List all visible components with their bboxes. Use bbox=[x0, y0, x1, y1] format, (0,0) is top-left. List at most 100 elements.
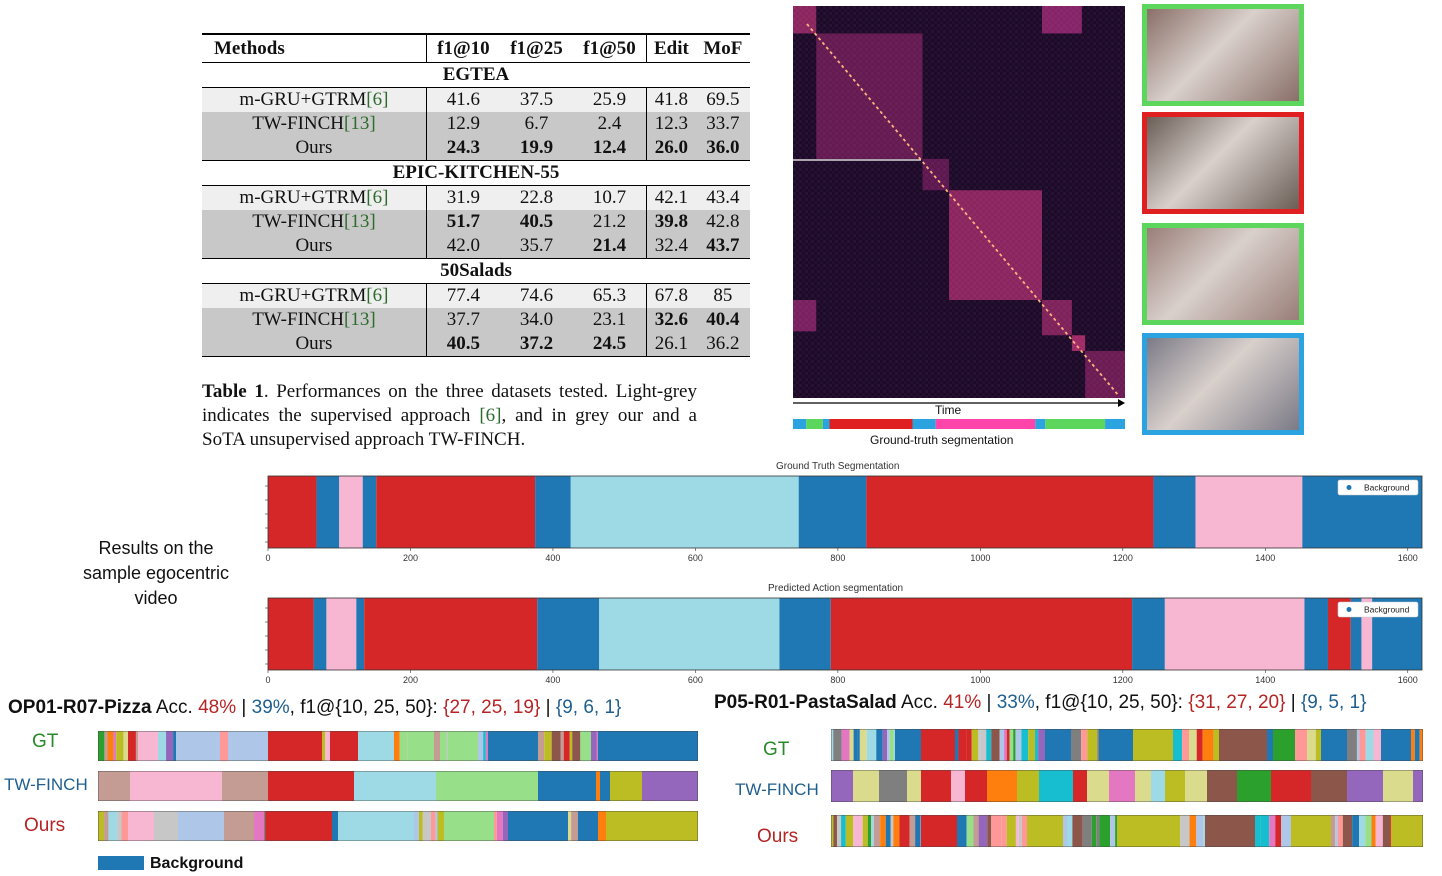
gt-bar-segment bbox=[1035, 419, 1046, 429]
bar-segment bbox=[1196, 815, 1204, 847]
bar-segment bbox=[358, 731, 394, 761]
plot-frame bbox=[267, 597, 1423, 671]
bar-segment bbox=[987, 815, 992, 847]
bar-segment bbox=[596, 771, 600, 801]
bar-segment bbox=[866, 729, 877, 761]
bar-segment bbox=[448, 731, 478, 761]
bar-segment bbox=[116, 731, 124, 761]
gt-segmentation-label: Ground-truth segmentation bbox=[870, 433, 1014, 447]
x-tick-label: 1400 bbox=[1255, 553, 1275, 563]
bar-segment bbox=[108, 811, 118, 841]
bar-segment bbox=[598, 731, 698, 761]
table-cell: 33.7 bbox=[695, 112, 750, 136]
bar-segment bbox=[1006, 729, 1010, 761]
table-cell: 34.0 bbox=[500, 308, 573, 332]
bar-segment bbox=[1356, 729, 1360, 761]
pizza-twfinch-bar bbox=[98, 771, 698, 801]
bar-segment bbox=[98, 731, 105, 761]
plot-segment bbox=[364, 598, 538, 670]
method-ref: [6] bbox=[366, 285, 389, 306]
pizza-f1-twfinch: {9, 6, 1} bbox=[555, 697, 622, 718]
bar-segment bbox=[632, 811, 698, 841]
plot-legend bbox=[1337, 601, 1419, 618]
table-cell: 74.6 bbox=[500, 283, 573, 308]
table-cell: 85 bbox=[695, 283, 750, 308]
bar-segment bbox=[600, 771, 610, 801]
bar-segment bbox=[128, 811, 154, 841]
bar-segment bbox=[1382, 815, 1391, 847]
bar-segment bbox=[508, 811, 568, 841]
bar-segment bbox=[1117, 815, 1177, 847]
plot-segment bbox=[779, 598, 831, 670]
gt-bar-segment bbox=[912, 419, 936, 429]
col-f1-10: f1@10 bbox=[426, 33, 500, 63]
bar-segment bbox=[978, 729, 981, 761]
bar-segment bbox=[154, 811, 178, 841]
table-cell: 12.3 bbox=[646, 112, 696, 136]
pasta-f1-label: , f1@{10, 25, 50}: bbox=[1034, 692, 1189, 713]
bar-segment bbox=[1295, 729, 1307, 761]
bar-segment bbox=[1273, 729, 1295, 761]
thumbnail-reading-binder bbox=[1142, 223, 1304, 325]
plot-segment bbox=[798, 476, 867, 548]
table-row: Ours 42.0 35.7 21.4 32.4 43.7 bbox=[202, 234, 750, 259]
gt-bar-segment bbox=[935, 419, 1036, 429]
bar-segment bbox=[986, 729, 992, 761]
bar-segment bbox=[1109, 770, 1135, 802]
bar-segment bbox=[1087, 770, 1109, 802]
bar-segment bbox=[436, 771, 538, 801]
bar-segment bbox=[437, 811, 444, 841]
bar-segment bbox=[1151, 770, 1165, 802]
bar-segment bbox=[1390, 815, 1391, 847]
bar-segment bbox=[971, 729, 979, 761]
plot-segment bbox=[356, 598, 365, 670]
pizza-ours-bar bbox=[98, 811, 698, 841]
bar-segment bbox=[833, 815, 837, 847]
plot-segment bbox=[1350, 598, 1362, 670]
pasta-acc-ours: 41% bbox=[943, 692, 982, 713]
background-legend-label: Background bbox=[150, 855, 244, 872]
plot-segment bbox=[1153, 476, 1196, 548]
bar-segment bbox=[1411, 729, 1415, 761]
method-label: TW-FINCH bbox=[252, 113, 345, 134]
bar-segment bbox=[862, 815, 868, 847]
legend-dot-icon bbox=[1346, 607, 1352, 612]
bar-segment bbox=[907, 770, 921, 802]
method-name: Ours bbox=[202, 234, 427, 259]
bar-segment bbox=[1087, 729, 1098, 761]
background-legend-swatch bbox=[98, 856, 144, 870]
plot-segment bbox=[1164, 598, 1305, 670]
bar-segment bbox=[485, 731, 488, 761]
bar-segment bbox=[951, 770, 965, 802]
bar-segment bbox=[1038, 729, 1045, 761]
bar-segment bbox=[1188, 729, 1197, 761]
bar-segment bbox=[966, 729, 972, 761]
bar-segment bbox=[893, 729, 895, 761]
bar-segment bbox=[1018, 815, 1022, 847]
bar-segment bbox=[1021, 815, 1027, 847]
table-cell: 26.0 bbox=[646, 136, 696, 161]
col-methods: Methods bbox=[202, 33, 427, 63]
bar-segment bbox=[853, 770, 879, 802]
bar-segment bbox=[1207, 770, 1237, 802]
col-edit: Edit bbox=[646, 33, 696, 63]
table-cell: 21.4 bbox=[572, 234, 648, 259]
plot-segment bbox=[1304, 598, 1328, 670]
bar-segment bbox=[123, 731, 129, 761]
gt-bar-segment bbox=[806, 419, 823, 429]
bar-segment bbox=[1391, 815, 1423, 847]
time-label: Time bbox=[935, 403, 962, 417]
bar-segment bbox=[1039, 770, 1073, 802]
bar-segment bbox=[569, 731, 573, 761]
bar-segment bbox=[266, 811, 332, 841]
section-header: 50Salads bbox=[202, 258, 750, 284]
pasta-acc-twfinch: 33% bbox=[996, 692, 1035, 713]
method-label: Ours bbox=[295, 333, 333, 354]
x-tick-label: 800 bbox=[830, 675, 845, 685]
bar-segment bbox=[1165, 770, 1185, 802]
results-table: Methods f1@10 f1@25 f1@50 Edit MoF EGTEA… bbox=[202, 33, 750, 357]
bar-segment bbox=[867, 815, 871, 847]
bar-segment bbox=[422, 811, 432, 841]
table-cell: 37.7 bbox=[426, 308, 500, 332]
bar-segment bbox=[882, 729, 888, 761]
